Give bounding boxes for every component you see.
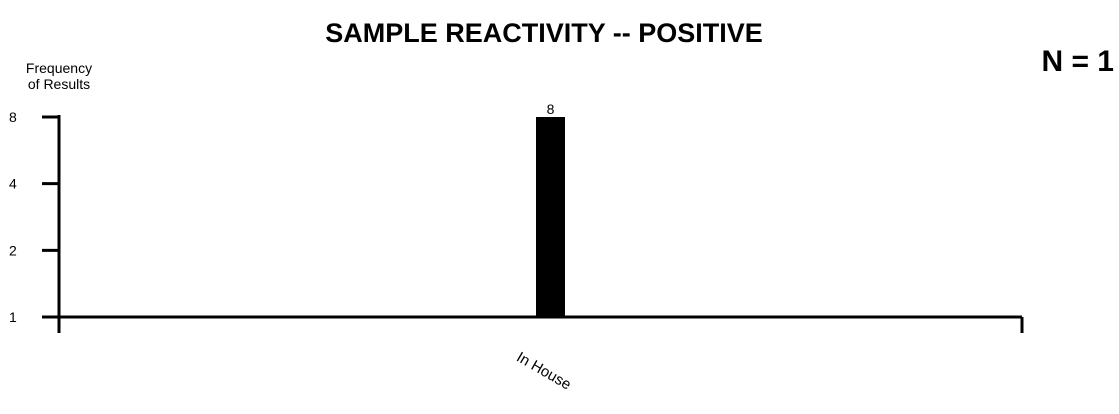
- bars: 8: [536, 101, 565, 317]
- y-tick-label: 8: [9, 109, 17, 125]
- y-tick-label: 2: [9, 242, 17, 258]
- bar-data-label: 8: [547, 101, 555, 117]
- y-axis-label-line1: Frequency: [26, 60, 92, 76]
- y-tick-label: 4: [9, 176, 17, 192]
- x-tick-labels: In House: [514, 349, 575, 394]
- y-ticks: 8 4 2 1: [9, 109, 59, 325]
- bar: [536, 117, 565, 317]
- y-tick-label: 1: [9, 309, 17, 325]
- n-count-label: N = 1: [1041, 45, 1114, 78]
- chart-title: SAMPLE REACTIVITY -- POSITIVE: [325, 18, 763, 48]
- y-axis-label-line2: of Results: [28, 76, 90, 92]
- x-tick-label: In House: [514, 349, 575, 394]
